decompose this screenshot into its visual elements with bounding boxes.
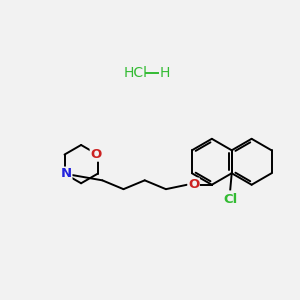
Text: H: H: [160, 66, 170, 80]
Text: O: O: [90, 148, 101, 161]
Text: O: O: [188, 178, 199, 191]
Text: N: N: [61, 167, 72, 180]
Text: O: O: [90, 148, 101, 161]
Text: HCl: HCl: [123, 66, 147, 80]
Text: N: N: [61, 167, 72, 180]
Text: Cl: Cl: [223, 193, 237, 206]
Text: O: O: [188, 178, 199, 191]
